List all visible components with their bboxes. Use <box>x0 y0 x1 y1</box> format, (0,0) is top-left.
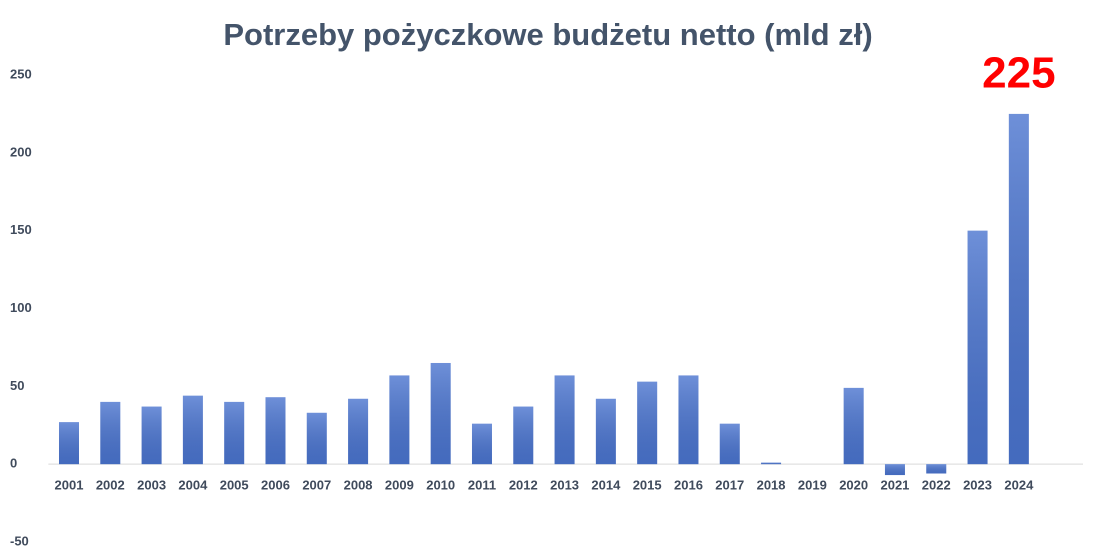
bar-shade <box>471 423 492 465</box>
x-tick-label: 2020 <box>839 477 868 492</box>
x-tick-label: 2007 <box>302 477 331 492</box>
bar-shade <box>141 406 162 465</box>
x-tick-label: 2017 <box>715 477 744 492</box>
y-tick-label: -50 <box>10 533 29 548</box>
x-tick-label: 2019 <box>798 477 827 492</box>
bar-shade <box>678 375 699 465</box>
y-tick-label: 0 <box>10 456 17 471</box>
x-tick-label: 2016 <box>674 477 703 492</box>
bar-shade <box>554 375 575 465</box>
value-label: 225 <box>982 49 1055 98</box>
x-tick-label: 2005 <box>220 477 249 492</box>
bar-shade <box>182 395 203 465</box>
x-tick-label: 2004 <box>178 477 208 492</box>
bar-shade <box>595 398 616 465</box>
x-tick-label: 2015 <box>633 477 662 492</box>
x-tick-label: 2021 <box>880 477 909 492</box>
bar-shade <box>926 464 947 474</box>
x-tick-label: 2018 <box>757 477 786 492</box>
x-tick-label: 2023 <box>963 477 992 492</box>
bar-shade <box>389 375 410 465</box>
x-tick-label: 2022 <box>922 477 951 492</box>
y-tick-label: 100 <box>10 300 32 315</box>
x-tick-label: 2012 <box>509 477 538 492</box>
bar-shade <box>100 401 121 465</box>
x-tick-label: 2011 <box>468 477 496 492</box>
x-tick-label: 2003 <box>137 477 166 492</box>
x-tick-label: 2010 <box>426 477 455 492</box>
x-tick-label: 2002 <box>96 477 125 492</box>
bar-shade <box>265 397 286 465</box>
x-tick-label: 2009 <box>385 477 414 492</box>
bar-shade <box>1008 113 1029 465</box>
bar-shade <box>884 464 905 476</box>
y-tick-label: 250 <box>10 66 32 81</box>
x-tick-label: 2001 <box>55 477 84 492</box>
bar-shade <box>348 398 369 465</box>
y-tick-label: 50 <box>10 378 24 393</box>
x-tick-label: 2008 <box>344 477 373 492</box>
y-tick-label: 200 <box>10 144 32 159</box>
bar-shade <box>761 462 782 465</box>
x-tick-label: 2013 <box>550 477 579 492</box>
y-tick-label: 150 <box>10 222 32 237</box>
x-tick-label: 2006 <box>261 477 290 492</box>
bar-shade <box>58 422 79 465</box>
bar-shade <box>719 423 740 465</box>
bar-shade <box>637 381 658 465</box>
bar-shade <box>967 230 988 465</box>
chart-title: Potrzeby pożyczkowe budżetu netto (mld z… <box>223 17 872 52</box>
bar-shade <box>513 406 534 465</box>
bar-shade <box>843 387 864 465</box>
bar-shade <box>306 412 327 465</box>
bar-shade <box>224 401 245 465</box>
bar-shade <box>430 362 451 465</box>
x-tick-label: 2024 <box>1004 477 1034 492</box>
x-tick-label: 2014 <box>591 477 621 492</box>
